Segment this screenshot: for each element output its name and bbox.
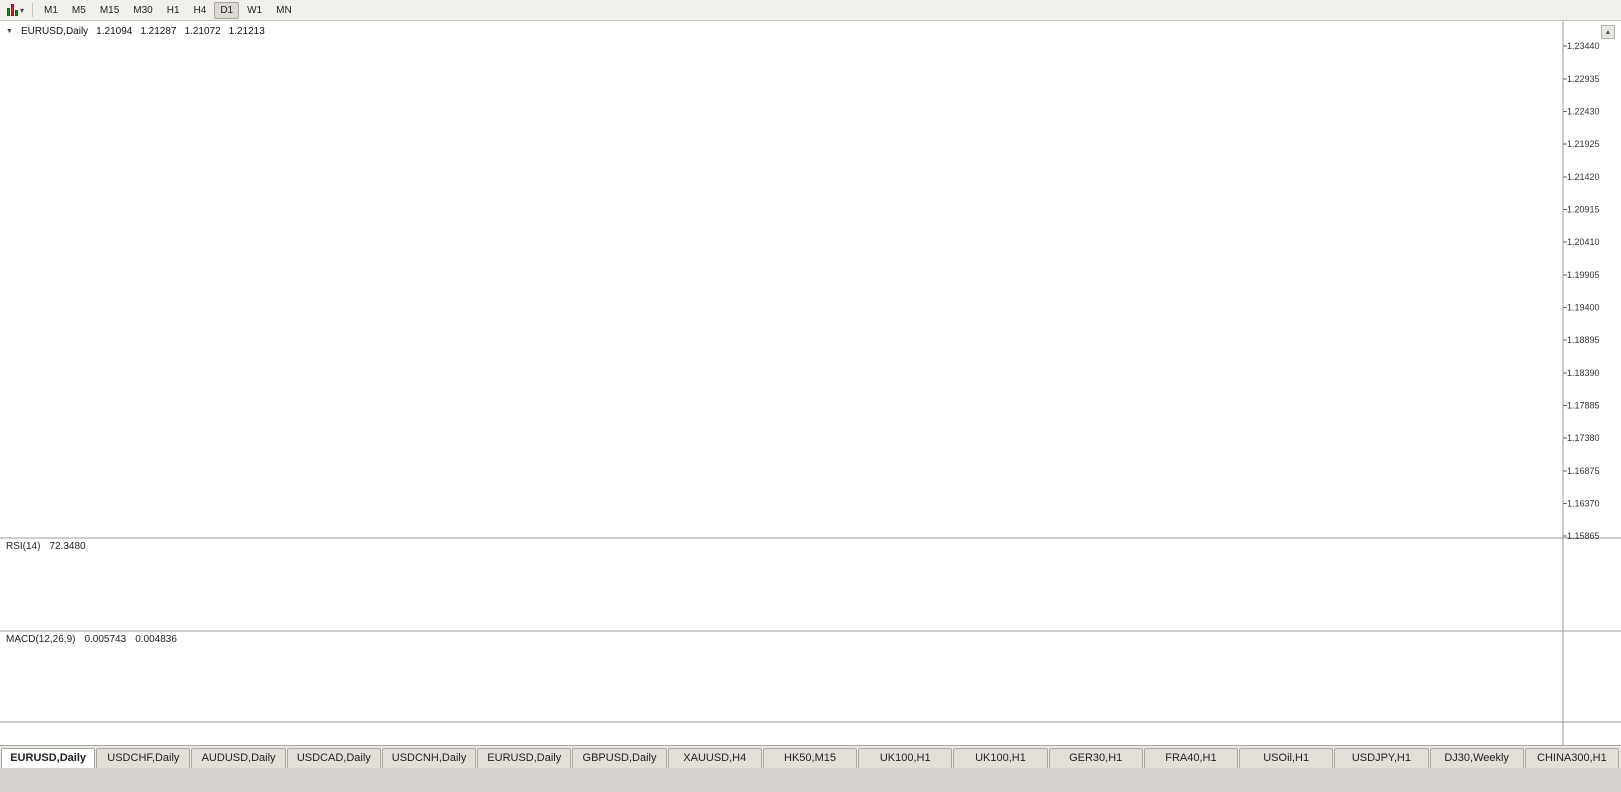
chart-tab-ger30-h1[interactable]: GER30,H1: [1048, 748, 1143, 768]
price-tick-label: 1.18390: [1567, 368, 1600, 378]
chart-symbol-label: EURUSD,Daily: [20, 26, 89, 37]
timeframe-button-d1[interactable]: D1: [214, 1, 240, 19]
toolbar-separator: [32, 3, 34, 17]
chart-tab-uk100-h1[interactable]: UK100,H1: [953, 748, 1048, 768]
chart-tab-usdcad-daily[interactable]: USDCAD,Daily: [286, 748, 381, 768]
price-tick-label: 1.18895: [1567, 335, 1600, 345]
chart-header: ▼ EURUSD,Daily 1.21094 1.21287 1.21072 1…: [6, 26, 265, 37]
price-tick-label: 1.21925: [1567, 139, 1600, 149]
rsi-title: RSI(14): [6, 541, 41, 552]
chart-tabbar: EURUSD,Daily USDCHF,Daily AUDUSD,Daily USDC…: [0, 745, 1621, 768]
macd-header: MACD(12,26,9) 0.005743 0.004836: [6, 634, 177, 645]
price-tick-label: 1.19905: [1567, 270, 1600, 280]
ohlc-open-value: 1.21094: [96, 26, 133, 37]
chart-canvas[interactable]: 1.23440 1.22935 1.22430 1.21925 1.21420 1.209…: [0, 21, 1621, 745]
ohlc-low-value: 1.21072: [184, 26, 221, 37]
price-tick-label: 1.17380: [1567, 433, 1600, 443]
timeframe-button-h4[interactable]: H4: [193, 4, 207, 16]
chart-tab-eurusd-daily[interactable]: EURUSD,Daily: [1, 748, 96, 768]
chart-tab-usoil-h1[interactable]: USOil,H1: [1239, 748, 1334, 768]
candlestick-chart-icon: [7, 4, 18, 16]
status-bar: [0, 768, 1621, 792]
price-tick-label: 1.22430: [1567, 106, 1600, 116]
timeframe-group: M1 M5 M15 M30 H1 H4 D1 W1 MN: [38, 1, 298, 19]
chart-tab-eurusd-daily[interactable]: EURUSD,Daily: [477, 748, 572, 768]
timeframe-button-m1[interactable]: M1: [44, 4, 58, 16]
timeframe-button-h1[interactable]: H1: [166, 4, 180, 16]
chart-tab-xauusd-h4[interactable]: XAUUSD,H4: [667, 748, 762, 768]
price-tick-label: 1.17885: [1567, 401, 1600, 411]
price-tick-label: 1.20915: [1567, 204, 1600, 214]
chart-collapse-icon[interactable]: ▼: [6, 28, 13, 35]
rsi-header: RSI(14) 72.3480: [6, 541, 86, 552]
chart-tab-usdcnh-daily[interactable]: USDCNH,Daily: [381, 748, 477, 768]
timeframe-button-m15[interactable]: M15: [99, 4, 120, 16]
price-tick-label: 1.20410: [1567, 237, 1600, 247]
price-tick-label: 1.15865: [1567, 531, 1600, 541]
macd-signal-value: 0.004836: [135, 634, 177, 645]
timeframe-button-m30[interactable]: M30: [133, 4, 153, 16]
chart-window[interactable]: 1.23440 1.22935 1.22430 1.21925 1.21420 1.209…: [0, 21, 1621, 745]
timeframe-button-m5[interactable]: M5: [71, 4, 86, 16]
chevron-down-icon: ▾: [20, 5, 25, 15]
chart-scroll-up-button[interactable]: ▲: [1601, 25, 1615, 39]
toolbar: ▾ M1 M5 M15 M30 H1 H4 D1 W1 MN: [0, 0, 1621, 21]
chart-tab-fra40-h1[interactable]: FRA40,H1: [1143, 748, 1239, 768]
chart-tab-gbpusd-daily[interactable]: GBPUSD,Daily: [572, 748, 667, 768]
chart-tab-usdchf-daily[interactable]: USDCHF,Daily: [96, 748, 191, 768]
chart-tab-uk100-h1[interactable]: UK100,H1: [858, 748, 953, 768]
chart-tab-usdjpy-h1[interactable]: USDJPY,H1: [1334, 748, 1429, 768]
price-tick-label: 1.19400: [1567, 302, 1600, 312]
price-tick-label: 1.16875: [1567, 466, 1600, 476]
macd-title: MACD(12,26,9): [6, 634, 76, 645]
price-tick-label: 1.22935: [1567, 74, 1600, 84]
ohlc-close-value: 1.21213: [228, 26, 265, 37]
rsi-value: 72.3480: [49, 541, 86, 552]
price-tick-label: 1.23440: [1567, 41, 1600, 51]
timeframe-button-w1[interactable]: W1: [247, 4, 263, 16]
ohlc-high-value: 1.21287: [140, 26, 177, 37]
chart-type-button[interactable]: ▾: [4, 3, 27, 17]
macd-main-value: 0.005743: [84, 634, 127, 645]
chart-tab-hk50-m15[interactable]: HK50,M15: [762, 748, 858, 768]
price-tick-label: 1.21420: [1567, 172, 1600, 182]
chart-tab-audusd-daily[interactable]: AUDUSD,Daily: [191, 748, 286, 768]
price-tick-label: 1.16370: [1567, 499, 1600, 509]
chart-tab-dj30-weekly[interactable]: DJ30,Weekly: [1429, 748, 1524, 768]
chart-tab-china300-h1[interactable]: CHINA300,H1: [1524, 748, 1619, 768]
timeframe-button-mn[interactable]: MN: [276, 4, 292, 16]
